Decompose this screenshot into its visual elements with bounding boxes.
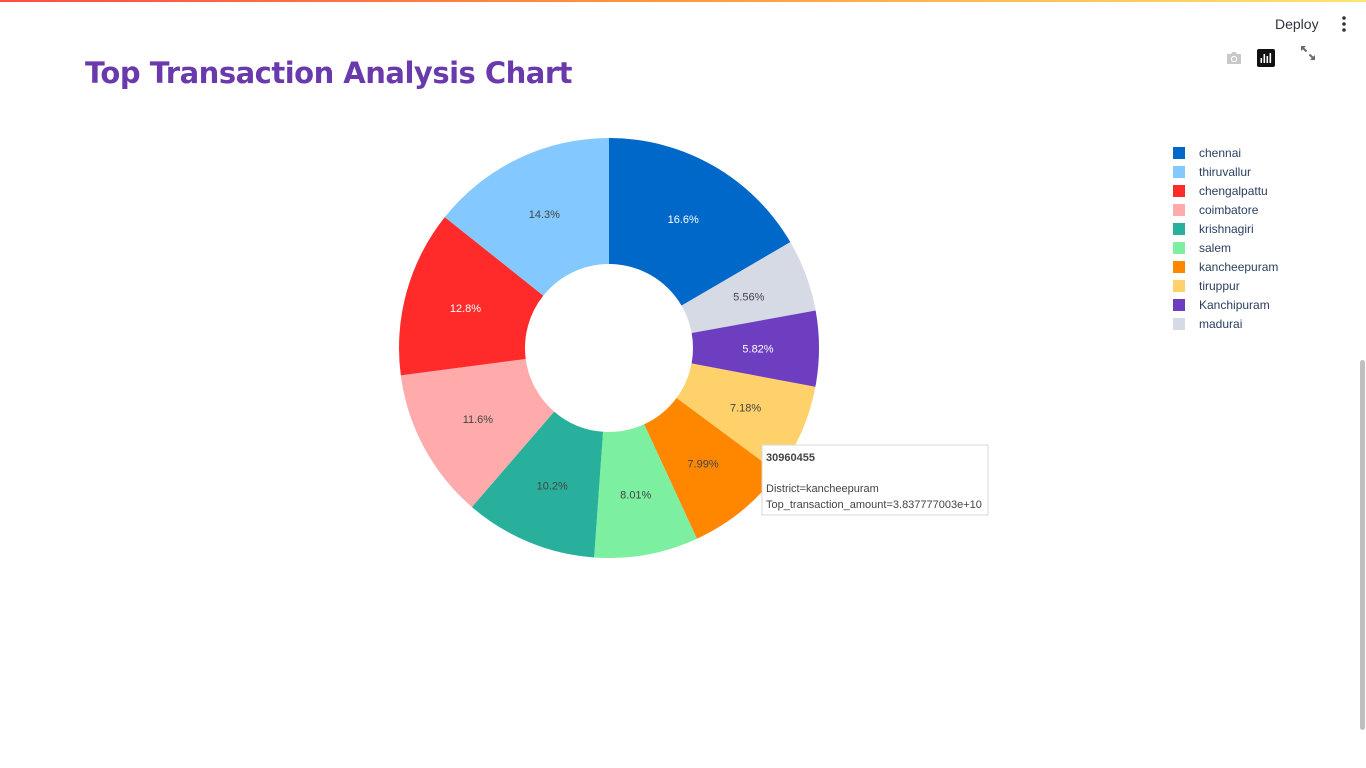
pie-slice-kanchipuram[interactable] [691, 310, 820, 387]
fullscreen-icon[interactable] [1299, 44, 1317, 62]
legend-swatch-coimbatore[interactable] [1173, 204, 1185, 216]
pie-slice-thiruvallur[interactable] [444, 138, 609, 296]
legend-swatch-madurai[interactable] [1173, 318, 1185, 330]
legend-item-coimbatore[interactable]: coimbatore [1199, 203, 1259, 217]
pie-slice-salem[interactable] [594, 424, 697, 558]
page-scrollbar[interactable] [1360, 360, 1365, 730]
pie-slice-madurai[interactable] [681, 242, 816, 334]
legend-swatch-krishnagiri[interactable] [1173, 223, 1185, 235]
legend: chennai thiruvallur chengalpattu coimbatore… [1173, 146, 1278, 331]
pie-slice-kancheepuram[interactable] [644, 397, 778, 539]
slice-label-chengalpattu: 12.8% [450, 303, 481, 315]
slice-label-krishnagiri: 10.2% [537, 481, 568, 493]
tooltip-district: District=kancheepuram [766, 483, 879, 495]
tooltip-box [761, 444, 989, 516]
pie-slice-chennai[interactable] [609, 138, 791, 306]
legend-item-kanchipuram[interactable]: Kanchipuram [1199, 298, 1270, 312]
slice-label-salem: 8.01% [620, 490, 651, 502]
plotly-logo-icon[interactable] [1257, 49, 1275, 67]
pie-slices [399, 138, 820, 558]
tooltip-pointer [756, 471, 762, 481]
legend-swatch-kanchipuram[interactable] [1173, 299, 1185, 311]
tooltip-title: 30960455 [766, 452, 815, 464]
legend-item-chengalpattu[interactable]: chengalpattu [1199, 184, 1268, 198]
camera-icon[interactable] [1225, 50, 1243, 66]
legend-item-krishnagiri[interactable]: krishnagiri [1199, 222, 1254, 236]
legend-item-kancheepuram[interactable]: kancheepuram [1199, 260, 1278, 274]
more-vertical-icon[interactable] [1336, 14, 1352, 34]
slice-label-coimbatore: 11.6% [463, 414, 494, 426]
legend-swatch-thiruvallur[interactable] [1173, 166, 1185, 178]
legend-swatch-salem[interactable] [1173, 242, 1185, 254]
tooltip-amount: Top_transaction_amount=3.837777003e+10 [766, 499, 982, 511]
legend-item-salem[interactable]: salem [1199, 241, 1231, 255]
pie-slice-krishnagiri[interactable] [471, 411, 604, 558]
hover-tooltip: 30960455 District=kancheepuram Top_trans… [756, 444, 989, 516]
slice-label-tiruppur: 7.18% [730, 403, 761, 415]
slice-label-kancheepuram: 7.99% [687, 459, 718, 471]
pie-slice-chengalpattu[interactable] [399, 217, 544, 376]
slice-label-chennai: 16.6% [668, 214, 699, 226]
legend-item-thiruvallur[interactable]: thiruvallur [1199, 165, 1251, 179]
legend-swatch-chennai[interactable] [1173, 147, 1185, 159]
top-gradient-bar [0, 0, 1366, 2]
legend-swatch-tiruppur[interactable] [1173, 280, 1185, 292]
pie-slice-coimbatore[interactable] [400, 358, 555, 508]
page-title: Top Transaction Analysis Chart [85, 56, 573, 90]
legend-swatch-chengalpattu[interactable] [1173, 185, 1185, 197]
slice-label-kanchipuram: 5.82% [742, 344, 773, 356]
slice-labels: 16.6% 5.56% 5.82% 7.18% 7.99% 8.01% 10.2% 11.6%… [450, 209, 774, 502]
legend-item-madurai[interactable]: madurai [1199, 317, 1242, 331]
legend-swatch-kancheepuram[interactable] [1173, 261, 1185, 273]
slice-label-thiruvallur: 14.3% [529, 209, 560, 221]
slice-label-madurai: 5.56% [733, 291, 764, 303]
deploy-button[interactable]: Deploy [1275, 16, 1319, 32]
legend-item-tiruppur[interactable]: tiruppur [1199, 279, 1240, 293]
legend-item-chennai[interactable]: chennai [1199, 146, 1241, 160]
